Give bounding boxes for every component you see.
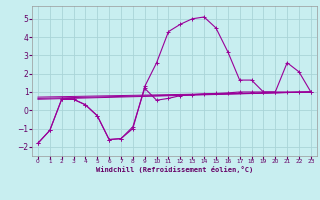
X-axis label: Windchill (Refroidissement éolien,°C): Windchill (Refroidissement éolien,°C) xyxy=(96,166,253,173)
